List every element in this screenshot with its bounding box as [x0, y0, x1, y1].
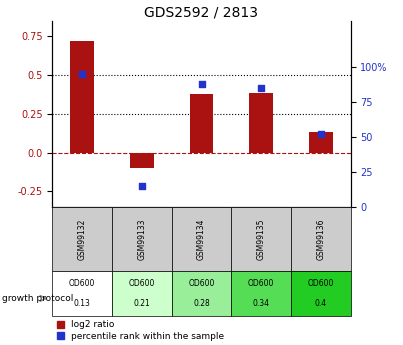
Bar: [291, 207, 351, 271]
Text: 0.4: 0.4: [315, 299, 327, 308]
Bar: [231, 207, 291, 271]
Text: OD600: OD600: [129, 279, 155, 288]
Point: [258, 86, 264, 91]
Bar: [112, 271, 172, 316]
Bar: [172, 271, 231, 316]
Legend: log2 ratio, percentile rank within the sample: log2 ratio, percentile rank within the s…: [57, 320, 224, 341]
Text: 0.21: 0.21: [133, 299, 150, 308]
Text: growth protocol: growth protocol: [2, 294, 73, 303]
Bar: [130, 152, 154, 168]
Text: GSM99132: GSM99132: [78, 218, 87, 259]
Bar: [189, 93, 214, 152]
Bar: [291, 271, 351, 316]
Bar: [172, 207, 231, 271]
Text: OD600: OD600: [188, 279, 215, 288]
Point: [318, 131, 324, 137]
Bar: [309, 132, 333, 152]
Text: GSM99133: GSM99133: [137, 218, 146, 260]
Point: [198, 81, 205, 87]
Bar: [249, 93, 273, 152]
Text: 0.28: 0.28: [193, 299, 210, 308]
Bar: [52, 271, 112, 316]
Text: 0.13: 0.13: [74, 299, 91, 308]
Text: GSM99136: GSM99136: [316, 218, 325, 260]
Text: OD600: OD600: [69, 279, 96, 288]
Point: [139, 183, 145, 189]
Point: [79, 71, 85, 77]
Text: OD600: OD600: [307, 279, 334, 288]
Text: 0.34: 0.34: [253, 299, 270, 308]
Text: GSM99134: GSM99134: [197, 218, 206, 260]
Bar: [70, 41, 94, 152]
Bar: [52, 207, 112, 271]
Bar: [231, 271, 291, 316]
Text: GSM99135: GSM99135: [257, 218, 266, 260]
Text: OD600: OD600: [248, 279, 274, 288]
Title: GDS2592 / 2813: GDS2592 / 2813: [145, 6, 258, 20]
Bar: [112, 207, 172, 271]
